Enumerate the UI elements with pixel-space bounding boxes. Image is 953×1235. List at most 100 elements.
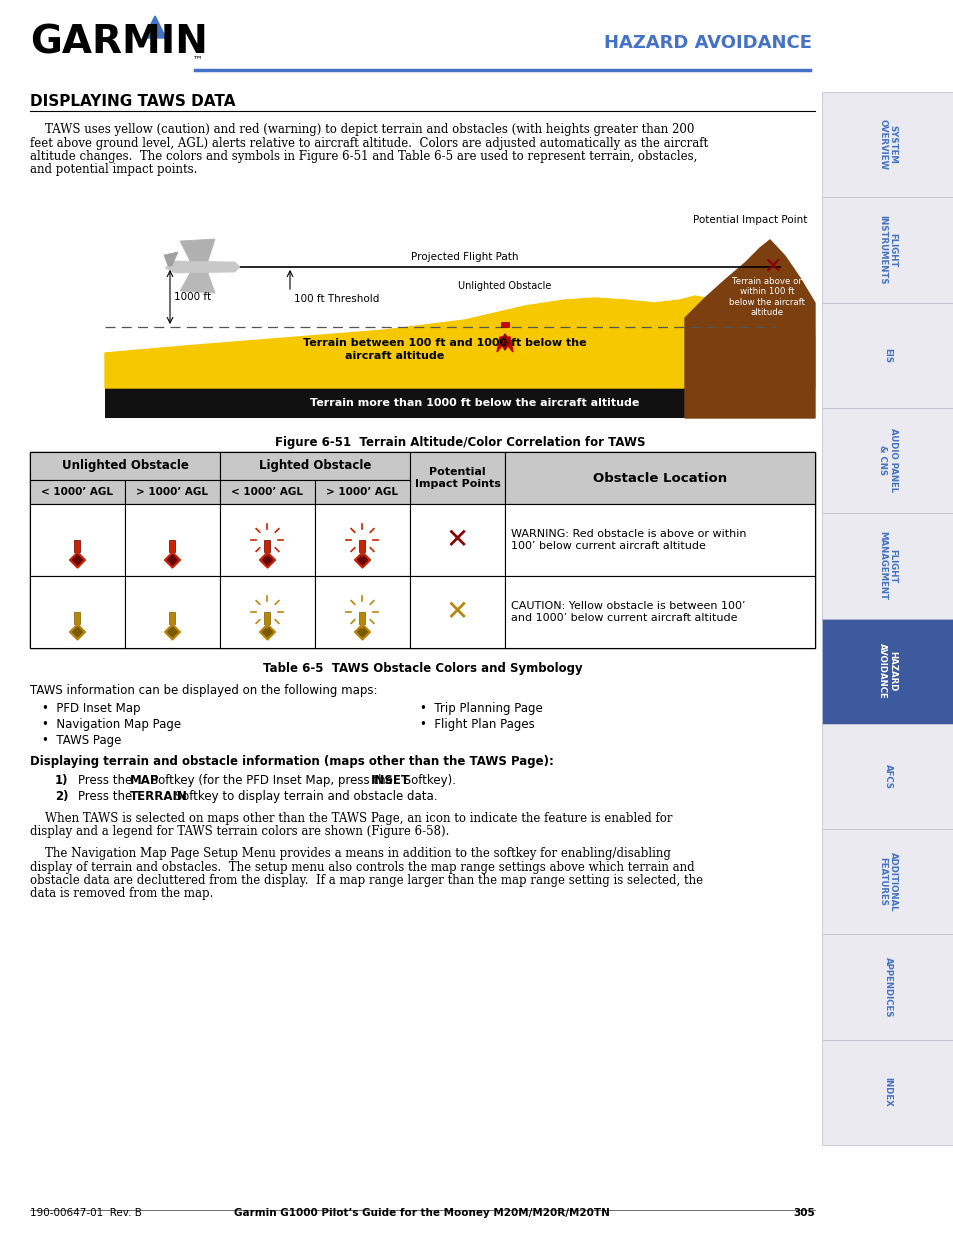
Text: Softkey).: Softkey). <box>399 774 456 787</box>
Bar <box>359 540 365 552</box>
Text: data is removed from the map.: data is removed from the map. <box>30 888 213 900</box>
Text: •  PFD Inset Map: • PFD Inset Map <box>42 701 140 715</box>
Text: Softkey to display terrain and obstacle data.: Softkey to display terrain and obstacle … <box>171 790 436 803</box>
Bar <box>821 408 953 514</box>
Bar <box>125 504 220 576</box>
Text: •  TAWS Page: • TAWS Page <box>42 734 121 747</box>
Polygon shape <box>164 552 180 568</box>
Text: ™: ™ <box>193 54 203 64</box>
Polygon shape <box>70 624 86 640</box>
Bar <box>504 504 814 576</box>
Bar <box>359 613 365 624</box>
Text: ✕: ✕ <box>445 598 469 626</box>
Bar <box>30 452 220 480</box>
Text: Table 6-5  TAWS Obstacle Colors and Symbology: Table 6-5 TAWS Obstacle Colors and Symbo… <box>262 662 581 676</box>
Bar <box>220 576 314 648</box>
Polygon shape <box>72 555 82 564</box>
Bar <box>821 198 953 303</box>
Text: AUDIO PANEL
& CNS: AUDIO PANEL & CNS <box>878 429 897 493</box>
Text: EIS: EIS <box>882 348 892 363</box>
Text: Potential
Impact Points: Potential Impact Points <box>415 467 500 489</box>
Text: 100 ft Threshold: 100 ft Threshold <box>294 294 379 304</box>
Text: < 1000’ AGL: < 1000’ AGL <box>42 487 113 496</box>
Bar <box>264 540 271 552</box>
Bar <box>220 480 314 504</box>
Text: ADDITIONAL
FEATURES: ADDITIONAL FEATURES <box>878 852 897 911</box>
Text: The Navigation Map Page Setup Menu provides a means in addition to the softkey f: The Navigation Map Page Setup Menu provi… <box>30 847 670 860</box>
Bar <box>410 576 504 648</box>
Text: display of terrain and obstacles.  The setup menu also controls the map range se: display of terrain and obstacles. The se… <box>30 861 694 873</box>
Bar <box>314 504 410 576</box>
Text: Lighted Obstacle: Lighted Obstacle <box>258 459 371 473</box>
Text: GARMIN: GARMIN <box>30 23 208 62</box>
Text: aircraft altitude: aircraft altitude <box>345 351 444 361</box>
Bar <box>30 452 814 648</box>
Text: 190-00647-01  Rev. B: 190-00647-01 Rev. B <box>30 1208 142 1218</box>
Polygon shape <box>72 627 82 637</box>
Polygon shape <box>499 333 510 350</box>
Text: DISPLAYING TAWS DATA: DISPLAYING TAWS DATA <box>30 94 235 109</box>
Bar <box>220 504 314 576</box>
Bar <box>410 504 504 576</box>
Bar <box>74 540 80 552</box>
Bar <box>105 388 814 417</box>
Text: Terrain between 100 ft and 1000 ft below the: Terrain between 100 ft and 1000 ft below… <box>303 338 586 348</box>
Polygon shape <box>70 552 86 568</box>
Text: Press the: Press the <box>78 774 136 787</box>
Bar <box>504 452 814 504</box>
Text: 1000 ft: 1000 ft <box>173 291 211 303</box>
Text: 2): 2) <box>55 790 69 803</box>
Text: WARNING: Red obstacle is above or within
100’ below current aircraft altitude: WARNING: Red obstacle is above or within… <box>511 530 745 551</box>
Text: SYSTEM
OVERVIEW: SYSTEM OVERVIEW <box>878 119 897 170</box>
Bar <box>821 514 953 619</box>
Text: ✕: ✕ <box>445 526 469 555</box>
Text: obstacle data are decluttered from the display.  If a map range larger than the : obstacle data are decluttered from the d… <box>30 874 702 887</box>
Bar <box>30 576 125 648</box>
Bar <box>220 452 410 480</box>
Bar <box>170 613 175 624</box>
Text: and potential impact points.: and potential impact points. <box>30 163 197 177</box>
Bar <box>821 91 953 198</box>
Text: Unlighted Obstacle: Unlighted Obstacle <box>457 282 551 291</box>
Polygon shape <box>357 555 367 564</box>
Text: HAZARD AVOIDANCE: HAZARD AVOIDANCE <box>603 35 811 52</box>
Bar <box>105 207 814 417</box>
Text: Terrain above or
within 100 ft
below the aircraft
altitude: Terrain above or within 100 ft below the… <box>728 277 804 317</box>
Text: 305: 305 <box>792 1208 814 1218</box>
Polygon shape <box>164 624 180 640</box>
Polygon shape <box>105 296 814 388</box>
Text: APPENDICES: APPENDICES <box>882 957 892 1018</box>
Text: INDEX: INDEX <box>882 1077 892 1108</box>
Text: HAZARD
AVOIDANCE: HAZARD AVOIDANCE <box>878 643 897 699</box>
Text: When TAWS is selected on maps other than the TAWS Page, an icon to indicate the : When TAWS is selected on maps other than… <box>30 811 672 825</box>
Bar <box>504 576 814 648</box>
Text: Figure 6-51  Terrain Altitude/Color Correlation for TAWS: Figure 6-51 Terrain Altitude/Color Corre… <box>274 436 644 450</box>
Bar <box>410 452 504 504</box>
Bar <box>264 613 271 624</box>
Text: Displaying terrain and obstacle information (maps other than the TAWS Page):: Displaying terrain and obstacle informat… <box>30 755 554 768</box>
Text: Potential Impact Point: Potential Impact Point <box>692 215 806 225</box>
Polygon shape <box>165 261 240 273</box>
Text: 1): 1) <box>55 774 69 787</box>
Bar <box>314 576 410 648</box>
Text: > 1000’ AGL: > 1000’ AGL <box>136 487 209 496</box>
Text: Projected Flight Path: Projected Flight Path <box>411 252 518 262</box>
Text: TAWS information can be displayed on the following maps:: TAWS information can be displayed on the… <box>30 684 377 697</box>
Text: FLIGHT
INSTRUMENTS: FLIGHT INSTRUMENTS <box>878 215 897 285</box>
Bar <box>500 322 509 327</box>
Bar <box>30 504 125 576</box>
Bar <box>821 724 953 829</box>
Text: display and a legend for TAWS terrain colors are shown (Figure 6-58).: display and a legend for TAWS terrain co… <box>30 825 449 839</box>
Bar <box>821 935 953 1040</box>
Bar <box>125 576 220 648</box>
Polygon shape <box>180 273 214 293</box>
Polygon shape <box>497 337 513 352</box>
Bar <box>821 619 953 724</box>
Bar <box>30 480 125 504</box>
Polygon shape <box>357 627 367 637</box>
Polygon shape <box>262 555 273 564</box>
Text: TAWS uses yellow (caution) and red (warning) to depict terrain and obstacles (wi: TAWS uses yellow (caution) and red (warn… <box>30 124 694 136</box>
Text: feet above ground level, AGL) alerts relative to aircraft altitude.  Colors are : feet above ground level, AGL) alerts rel… <box>30 137 707 149</box>
Bar <box>821 303 953 408</box>
Text: CAUTION: Yellow obstacle is between 100’
and 1000’ below current aircraft altitu: CAUTION: Yellow obstacle is between 100’… <box>511 601 744 622</box>
